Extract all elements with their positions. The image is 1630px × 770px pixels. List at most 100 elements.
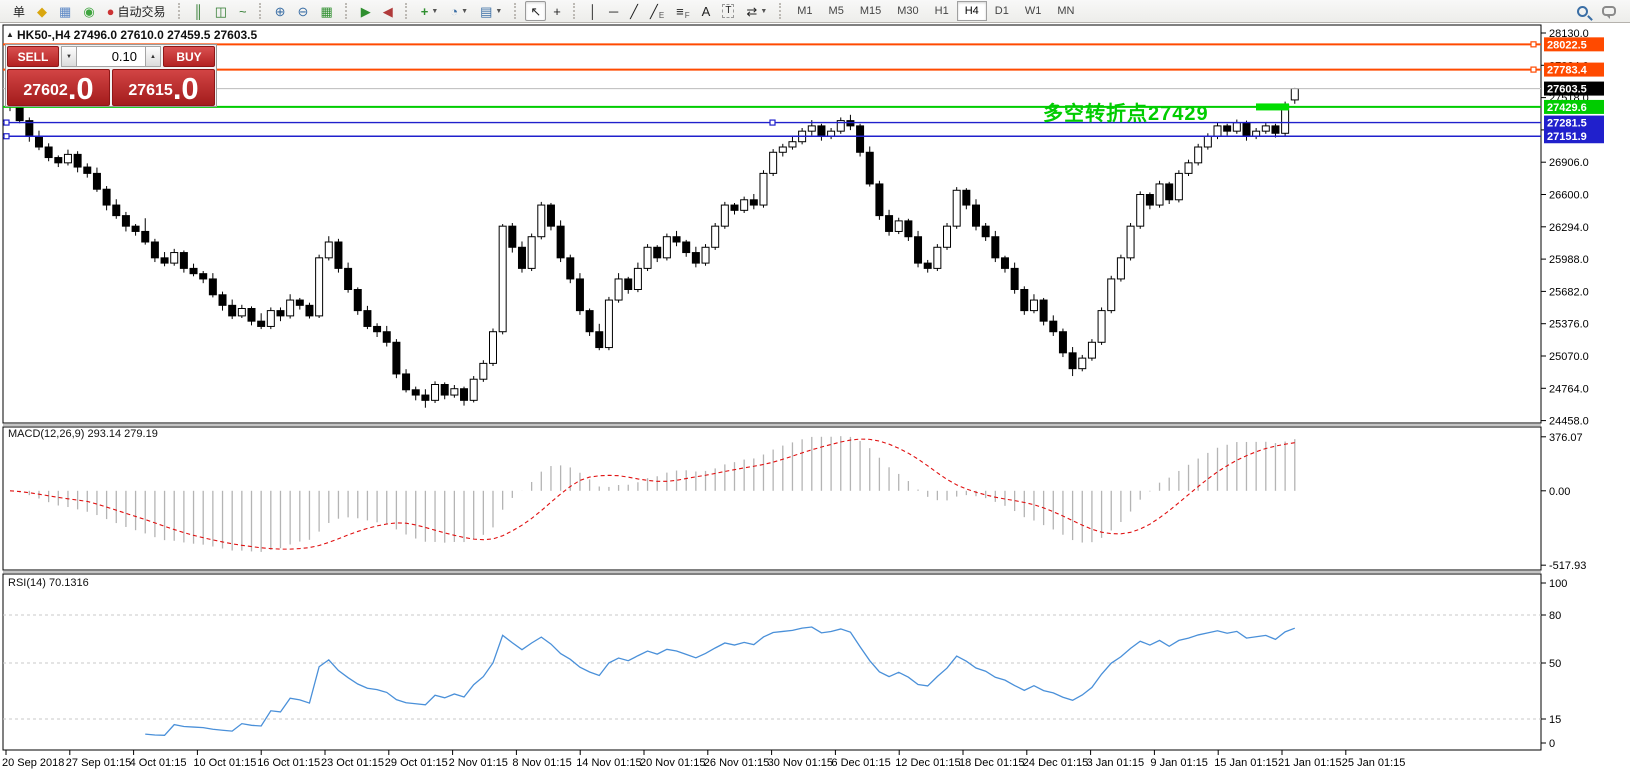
fibonacci-button[interactable]: ≡ F — [671, 1, 694, 21]
sell-price-display[interactable]: 27602.0 — [7, 69, 110, 106]
equidistant-channel-button-sub-letter: E — [658, 11, 665, 20]
chart-shift-icon-icon: ◀ — [382, 3, 393, 19]
svg-text:15: 15 — [1549, 714, 1561, 726]
line-handle[interactable] — [3, 133, 10, 140]
price-axis: 28130.0 27824.0 27518.0 27212.0 26906.0 26600… — [1541, 28, 1589, 428]
sell-price-main: 27602 — [23, 82, 68, 99]
candlestick-chart-icon[interactable]: ◫ — [210, 1, 232, 21]
svg-text:25 Jan 01:15: 25 Jan 01:15 — [1342, 757, 1406, 769]
horizontal-line-button[interactable]: ─ — [604, 1, 623, 21]
timeframe-mn[interactable]: MN — [1057, 5, 1075, 17]
timeframe-d1[interactable]: D1 — [994, 5, 1009, 17]
chart-shift-icon[interactable]: ◀ — [378, 1, 398, 21]
line-handle[interactable] — [769, 119, 776, 126]
tile-windows-icon[interactable]: ▦ — [315, 1, 337, 21]
line-chart-icon[interactable]: ~ — [234, 1, 252, 21]
svg-text:8 Nov 01:15: 8 Nov 01:15 — [512, 757, 571, 769]
rsi-panel-frame — [2, 573, 1542, 751]
templates-button[interactable]: ▤ ▼ — [475, 1, 507, 21]
svg-text:3 Jan 01:15: 3 Jan 01:15 — [1087, 757, 1145, 769]
timeframe-m15[interactable]: M15 — [859, 5, 882, 17]
timeframe-m30[interactable]: M30 — [897, 5, 919, 17]
svg-text:21 Jan 01:15: 21 Jan 01:15 — [1278, 757, 1342, 769]
macd-panel-frame — [2, 426, 1542, 571]
period-button[interactable]: ◔ ▼ — [445, 1, 473, 21]
timeframe-h1[interactable]: H1 — [934, 5, 949, 17]
trendline-button[interactable]: ╱ — [625, 1, 643, 21]
price-badge — [1544, 115, 1604, 130]
buy-price-pips: .0 — [172, 71, 199, 106]
fibonacci-button-sub-letter: F — [684, 11, 690, 20]
timeframe-m5[interactable]: M5 — [828, 5, 844, 17]
chevron-down-icon: ▼ — [760, 7, 768, 15]
equidistant-channel-button[interactable]: ╱ E — [645, 1, 669, 21]
zoom-in-icon[interactable]: ⊕ — [270, 1, 291, 21]
svg-text:29 Oct 01:15: 29 Oct 01:15 — [385, 757, 448, 769]
toolbar-separator — [258, 3, 265, 19]
sell-button[interactable]: SELL — [7, 46, 59, 67]
line-handle[interactable] — [3, 119, 10, 126]
pivot-annotation-text[interactable]: 多空转折点27429 — [1043, 103, 1209, 125]
svg-text:27603.5: 27603.5 — [1547, 84, 1587, 96]
svg-text:20 Sep 2018: 20 Sep 2018 — [2, 757, 64, 769]
svg-text:25376.0: 25376.0 — [1549, 319, 1589, 331]
trendline-icon: ╱ — [630, 3, 638, 19]
volume-input[interactable] — [77, 46, 145, 67]
svg-text:23 Oct 01:15: 23 Oct 01:15 — [321, 757, 384, 769]
signals-icon[interactable]: ◉ — [78, 1, 99, 21]
timeframe-m1[interactable]: M1 — [797, 5, 813, 17]
volume-increase-button[interactable]: ▲ — [145, 46, 161, 67]
svg-text:16 Oct 01:15: 16 Oct 01:15 — [257, 757, 320, 769]
macd-indicator-label: MACD(12,26,9) 293.14 279.19 — [8, 428, 158, 440]
data-window-icon[interactable]: ▦ — [54, 1, 76, 21]
signals-icon-icon: ◉ — [83, 3, 95, 19]
trade-panel-collapse-icon[interactable]: ▲ — [6, 30, 14, 39]
timeframe-h4[interactable]: H4 — [956, 1, 987, 21]
zoom-out-icon[interactable]: ⊖ — [293, 1, 314, 21]
new-chart-button[interactable]: + ▼ — [416, 1, 444, 21]
timeframe-w1[interactable]: W1 — [1024, 5, 1042, 17]
bar-chart-icon[interactable]: ║ — [189, 1, 208, 21]
chart-symbol-ohlc-header: HK50-,H4 27496.0 27610.0 27459.5 27603.5 — [17, 28, 258, 42]
market-watch-icon-icon: ◆ — [37, 3, 48, 19]
text-button[interactable]: A — [697, 1, 716, 21]
price-badge — [1544, 81, 1604, 96]
svg-text:-517.93: -517.93 — [1549, 560, 1586, 572]
buy-button[interactable]: BUY — [163, 46, 215, 67]
svg-text:376.07: 376.07 — [1549, 432, 1583, 444]
shapes-button[interactable]: ⇄ ▼ — [741, 1, 772, 21]
cursor-button[interactable]: ↖ — [525, 1, 547, 21]
buy-price-display[interactable]: 27615.0 — [112, 69, 215, 106]
autotrading-icon: ● — [106, 3, 115, 19]
autotrading-button[interactable]: ● 自动交易 — [102, 1, 171, 21]
new-order-button[interactable]: 单 — [5, 1, 30, 21]
equidistant-channel-icon: ╱ — [649, 3, 658, 19]
timeframe-toolbar: M1 M5 M15 M30 H1 H4 D1 W1 MN — [789, 0, 1082, 22]
vertical-line-button[interactable]: │ — [584, 1, 602, 21]
search-icon[interactable] — [1577, 5, 1588, 17]
toolbar-separator — [404, 3, 411, 19]
crosshair-button[interactable]: + — [548, 1, 566, 21]
sell-price-pips: .0 — [67, 71, 94, 106]
chevron-down-icon: ▼ — [431, 7, 439, 15]
text-label-button[interactable]: T — [717, 1, 739, 21]
horizontal-line-icon: ─ — [608, 3, 619, 19]
market-watch-icon[interactable]: ◆ — [32, 1, 52, 21]
pivot-highlight-rect[interactable] — [1256, 103, 1289, 111]
chat-icon[interactable] — [1602, 6, 1616, 19]
svg-text:27151.9: 27151.9 — [1547, 131, 1587, 143]
price-badge — [1544, 62, 1604, 77]
main-chart-frame — [2, 24, 1542, 424]
svg-text:9 Jan 01:15: 9 Jan 01:15 — [1150, 757, 1208, 769]
line-handle[interactable] — [1530, 41, 1537, 48]
svg-text:50: 50 — [1549, 658, 1561, 670]
svg-text:25682.0: 25682.0 — [1549, 286, 1589, 298]
volume-decrease-button[interactable]: ▼ — [61, 46, 77, 67]
svg-text:25070.0: 25070.0 — [1549, 351, 1589, 363]
auto-scroll-icon[interactable]: ▶ — [356, 1, 376, 21]
svg-text:80: 80 — [1549, 610, 1561, 622]
line-handle[interactable] — [1530, 66, 1537, 73]
price-badge — [1544, 37, 1604, 52]
svg-text:28130.0: 28130.0 — [1549, 28, 1589, 40]
